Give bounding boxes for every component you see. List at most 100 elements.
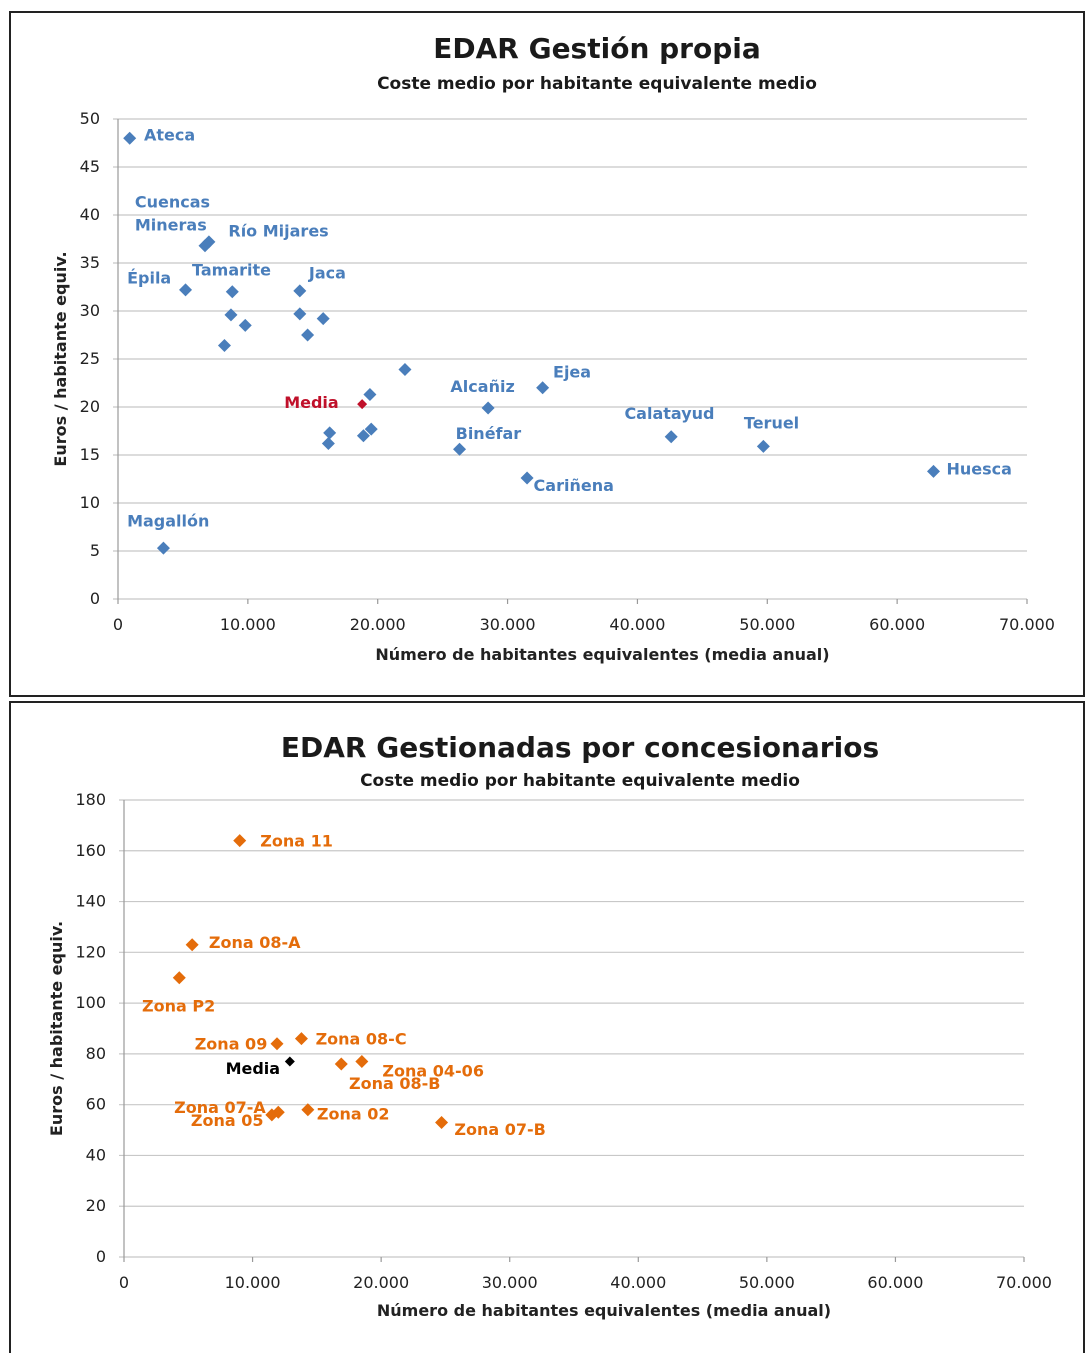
y-tick-label: 5 <box>90 541 100 560</box>
data-label: Ejea <box>553 362 591 381</box>
data-label: Zona 04-06 <box>382 1061 484 1080</box>
data-point <box>270 1037 284 1051</box>
y-tick-label: 25 <box>80 349 100 368</box>
data-point <box>123 131 137 145</box>
x-tick-label: 10.000 <box>225 1273 281 1292</box>
data-point <box>756 439 770 453</box>
data-point <box>481 401 495 415</box>
data-label: Alcañiz <box>450 377 514 396</box>
data-point <box>293 284 307 298</box>
data-point <box>363 388 377 402</box>
chart-title: EDAR Gestión propia <box>433 32 761 65</box>
data-point <box>398 363 412 377</box>
y-tick-label: 100 <box>75 993 106 1012</box>
data-label: Binéfar <box>456 424 522 443</box>
data-point <box>355 1055 369 1069</box>
y-tick-label: 15 <box>80 445 100 464</box>
y-tick-label: 35 <box>80 253 100 272</box>
y-tick-label: 120 <box>75 942 106 961</box>
data-label: Zona 08-A <box>209 933 301 952</box>
data-label: Zona 07-B <box>454 1120 545 1139</box>
data-point <box>179 283 193 297</box>
x-tick-label: 50.000 <box>739 1273 795 1292</box>
y-tick-label: 40 <box>80 205 100 224</box>
data-point <box>293 307 307 321</box>
data-point <box>225 285 239 299</box>
y-tick-label: 140 <box>75 892 106 911</box>
y-tick-label: 80 <box>86 1044 106 1063</box>
data-point <box>233 834 247 848</box>
data-point <box>356 429 370 443</box>
y-tick-label: 45 <box>80 157 100 176</box>
data-point <box>927 464 941 478</box>
data-point <box>172 971 186 985</box>
y-tick-label: 60 <box>86 1095 106 1114</box>
data-label: Huesca <box>946 459 1011 478</box>
data-point <box>520 471 534 485</box>
data-point <box>156 541 170 555</box>
data-point <box>453 442 467 456</box>
data-point <box>323 426 337 440</box>
chart-subtitle: Coste medio por habitante equivalente me… <box>360 771 800 791</box>
data-point <box>224 308 238 322</box>
x-tick-label: 0 <box>113 615 123 634</box>
data-point <box>265 1108 279 1122</box>
x-tick-label: 20.000 <box>353 1273 409 1292</box>
data-label: Media <box>226 1059 281 1078</box>
x-tick-label: 40.000 <box>610 1273 666 1292</box>
data-point <box>316 312 330 326</box>
data-label: Teruel <box>744 413 799 432</box>
x-tick-label: 50.000 <box>739 615 795 634</box>
y-tick-label: 160 <box>75 841 106 860</box>
data-label: Ateca <box>144 125 195 144</box>
x-tick-label: 60.000 <box>867 1273 923 1292</box>
y-tick-label: 20 <box>86 1196 106 1215</box>
data-label: Zona 02 <box>317 1105 390 1124</box>
y-tick-label: 0 <box>90 589 100 608</box>
x-tick-label: 10.000 <box>220 615 276 634</box>
data-label: Zona 08-B <box>349 1074 440 1093</box>
data-point <box>536 381 550 395</box>
data-point <box>364 422 378 436</box>
data-point <box>664 430 678 444</box>
x-tick-label: 60.000 <box>869 615 925 634</box>
x-tick-label: 70.000 <box>999 615 1055 634</box>
y-axis-label: Euros / habitante equiv. <box>51 251 70 466</box>
x-tick-label: 40.000 <box>609 615 665 634</box>
x-tick-label: 30.000 <box>480 615 536 634</box>
data-label: Mineras <box>135 216 207 235</box>
data-label: Zona P2 <box>142 997 215 1016</box>
data-label: Calatayud <box>624 404 714 423</box>
data-label: Cariñena <box>534 476 614 495</box>
y-axis-label: Euros / habitante equiv. <box>47 921 66 1136</box>
data-point <box>238 318 252 332</box>
x-tick-label: 30.000 <box>482 1273 538 1292</box>
chart-1: EDAR Gestión propia Coste medio por habit… <box>51 32 1055 664</box>
data-point <box>435 1115 449 1129</box>
data-point <box>217 339 231 353</box>
y-tick-label: 30 <box>80 301 100 320</box>
data-label: Magallón <box>127 511 209 530</box>
data-label: Media <box>284 393 339 412</box>
data-point <box>202 235 216 249</box>
mean-point <box>284 1056 295 1067</box>
mean-point <box>357 399 368 410</box>
data-point <box>301 328 315 342</box>
data-label: Jaca <box>308 264 346 283</box>
data-label: Zona 07-A <box>174 1098 266 1117</box>
data-point <box>301 1103 315 1117</box>
data-point <box>334 1057 348 1071</box>
y-tick-label: 40 <box>86 1145 106 1164</box>
chart-panel-concesionarios <box>9 701 1085 1353</box>
data-label: Río Mijares <box>228 221 328 240</box>
data-label: Zona 09 <box>195 1035 268 1054</box>
data-point <box>321 436 335 450</box>
data-point <box>185 938 199 952</box>
y-tick-label: 0 <box>96 1247 106 1266</box>
y-tick-label: 180 <box>75 790 106 809</box>
x-axis-label: Número de habitantes equivalentes (media… <box>375 645 829 664</box>
data-label: Zona 11 <box>260 832 333 851</box>
x-tick-label: 70.000 <box>996 1273 1052 1292</box>
y-tick-label: 50 <box>80 109 100 128</box>
